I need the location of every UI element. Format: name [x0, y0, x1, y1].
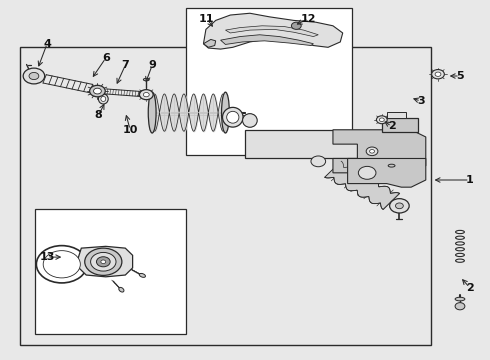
Polygon shape [225, 26, 318, 37]
Text: 10: 10 [122, 125, 138, 135]
Circle shape [85, 248, 122, 275]
Circle shape [90, 85, 105, 97]
Ellipse shape [243, 114, 257, 127]
Ellipse shape [221, 92, 229, 133]
Circle shape [29, 72, 39, 80]
Circle shape [23, 68, 45, 84]
Polygon shape [203, 13, 343, 49]
Circle shape [369, 149, 374, 153]
Ellipse shape [101, 96, 106, 102]
Text: 6: 6 [102, 53, 110, 63]
Bar [387, 112, 406, 118]
Polygon shape [78, 246, 133, 277]
Circle shape [43, 251, 80, 278]
Ellipse shape [98, 94, 108, 104]
Circle shape [140, 90, 153, 100]
Ellipse shape [119, 287, 124, 292]
Text: 5: 5 [456, 71, 464, 81]
Ellipse shape [139, 274, 146, 277]
Text: 13: 13 [39, 252, 55, 262]
Text: 9: 9 [148, 60, 156, 70]
Circle shape [432, 69, 444, 79]
Polygon shape [203, 40, 216, 47]
Text: 2: 2 [466, 283, 474, 293]
Circle shape [101, 260, 106, 264]
Text: 2: 2 [388, 121, 395, 131]
Circle shape [455, 303, 465, 310]
Text: 8: 8 [95, 111, 102, 121]
Polygon shape [333, 130, 426, 173]
Ellipse shape [144, 78, 149, 81]
Circle shape [144, 93, 149, 97]
Circle shape [395, 203, 403, 209]
Circle shape [358, 166, 376, 179]
Text: 7: 7 [122, 60, 129, 70]
Text: 3: 3 [417, 96, 425, 106]
Circle shape [311, 156, 326, 167]
Bar [20, 47, 431, 345]
Ellipse shape [388, 164, 395, 167]
Text: 11: 11 [199, 14, 215, 24]
Ellipse shape [148, 92, 156, 133]
Polygon shape [325, 161, 399, 210]
Bar [186, 8, 352, 155]
Bar [35, 209, 186, 334]
Ellipse shape [227, 111, 239, 123]
Polygon shape [245, 130, 411, 158]
Circle shape [36, 246, 87, 283]
Text: 1: 1 [466, 175, 474, 185]
Ellipse shape [222, 107, 243, 127]
Text: 12: 12 [301, 14, 316, 24]
Circle shape [139, 90, 149, 98]
Circle shape [379, 118, 384, 122]
Circle shape [292, 22, 301, 30]
Polygon shape [347, 158, 426, 187]
Circle shape [390, 199, 409, 213]
Circle shape [97, 257, 110, 267]
Circle shape [94, 88, 101, 94]
Circle shape [91, 252, 116, 271]
Bar [382, 118, 418, 132]
Circle shape [435, 72, 441, 76]
Polygon shape [220, 35, 314, 45]
Circle shape [366, 147, 378, 156]
Circle shape [376, 116, 387, 124]
Text: 4: 4 [43, 39, 51, 49]
Ellipse shape [455, 297, 465, 301]
